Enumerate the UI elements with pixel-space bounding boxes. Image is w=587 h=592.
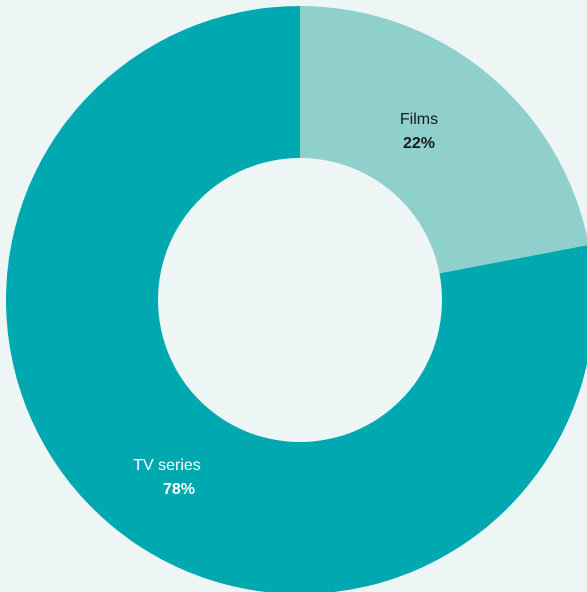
donut-hole (158, 158, 442, 442)
slice-label-tv-series: TV series (133, 457, 201, 474)
slice-label-films: Films (400, 111, 438, 128)
slice-value-tv-series: 78% (163, 481, 195, 498)
slice-value-films: 22% (403, 135, 435, 152)
labels-layer: Films 22% TV series 78% (133, 111, 438, 498)
